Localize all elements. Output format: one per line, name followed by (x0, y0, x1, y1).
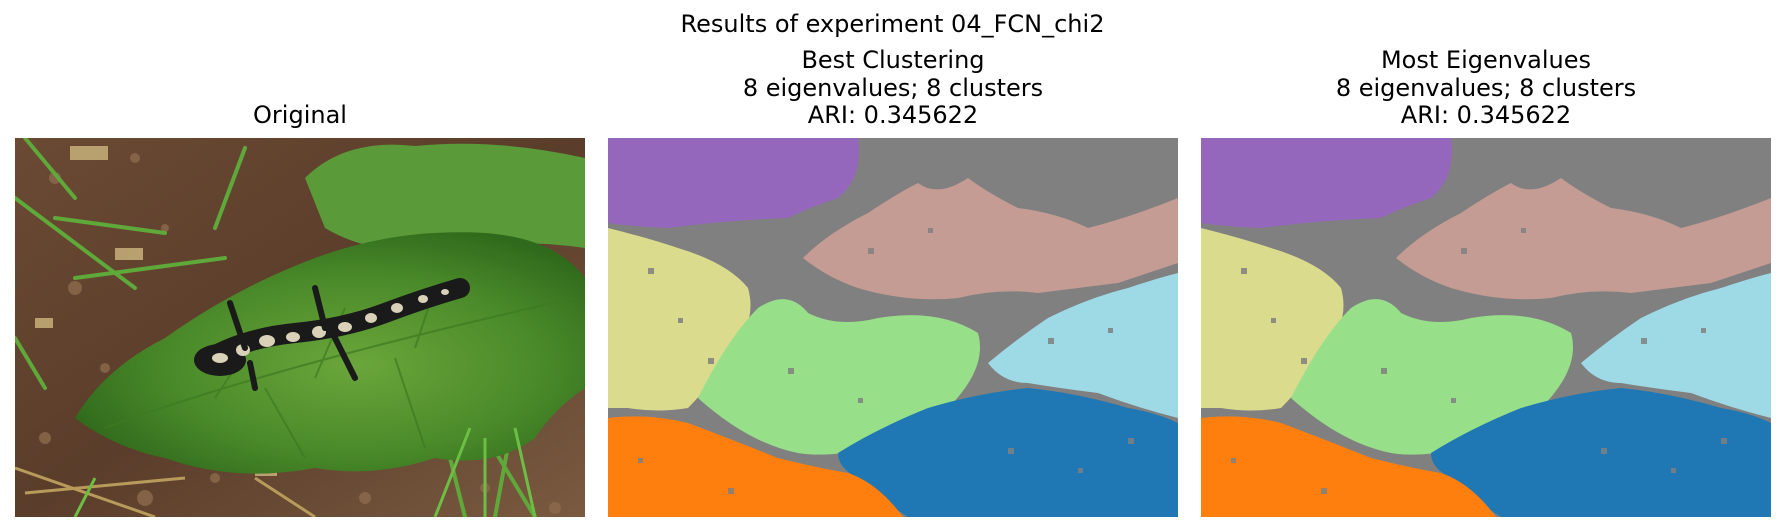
segmentation-map (608, 138, 1178, 517)
segmentation-map (1201, 138, 1771, 517)
panel-most-eigenvalues-title-line: ARI: 0.345622 (1400, 101, 1572, 129)
panel-best-clustering-title: Best Clustering 8 eigenvalues; 8 cluster… (608, 46, 1178, 130)
panel-most-eigenvalues-title: Most Eigenvalues 8 eigenvalues; 8 cluste… (1201, 46, 1771, 130)
original-photo (15, 138, 585, 517)
panel-original-title-line: Original (253, 101, 347, 129)
salamander-leaf-photo (15, 138, 585, 517)
panel-most-eigenvalues-title-line: Most Eigenvalues (1380, 46, 1592, 74)
panel-best-clustering-title-line: 8 eigenvalues; 8 clusters (742, 73, 1044, 102)
salamander-figure (194, 278, 470, 391)
figure-suptitle: Results of experiment 04_FCN_chi2 (680, 10, 1105, 38)
best-clustering-segmentation (608, 138, 1178, 517)
most-eigenvalues-segmentation (1201, 138, 1771, 517)
panel-original-title: Original (15, 101, 585, 130)
panel-best-clustering-title-line: Best Clustering (801, 46, 985, 74)
panel-most-eigenvalues-title-line: 8 eigenvalues; 8 clusters (1335, 73, 1637, 102)
panel-best-clustering-title-line: ARI: 0.345622 (807, 101, 979, 129)
